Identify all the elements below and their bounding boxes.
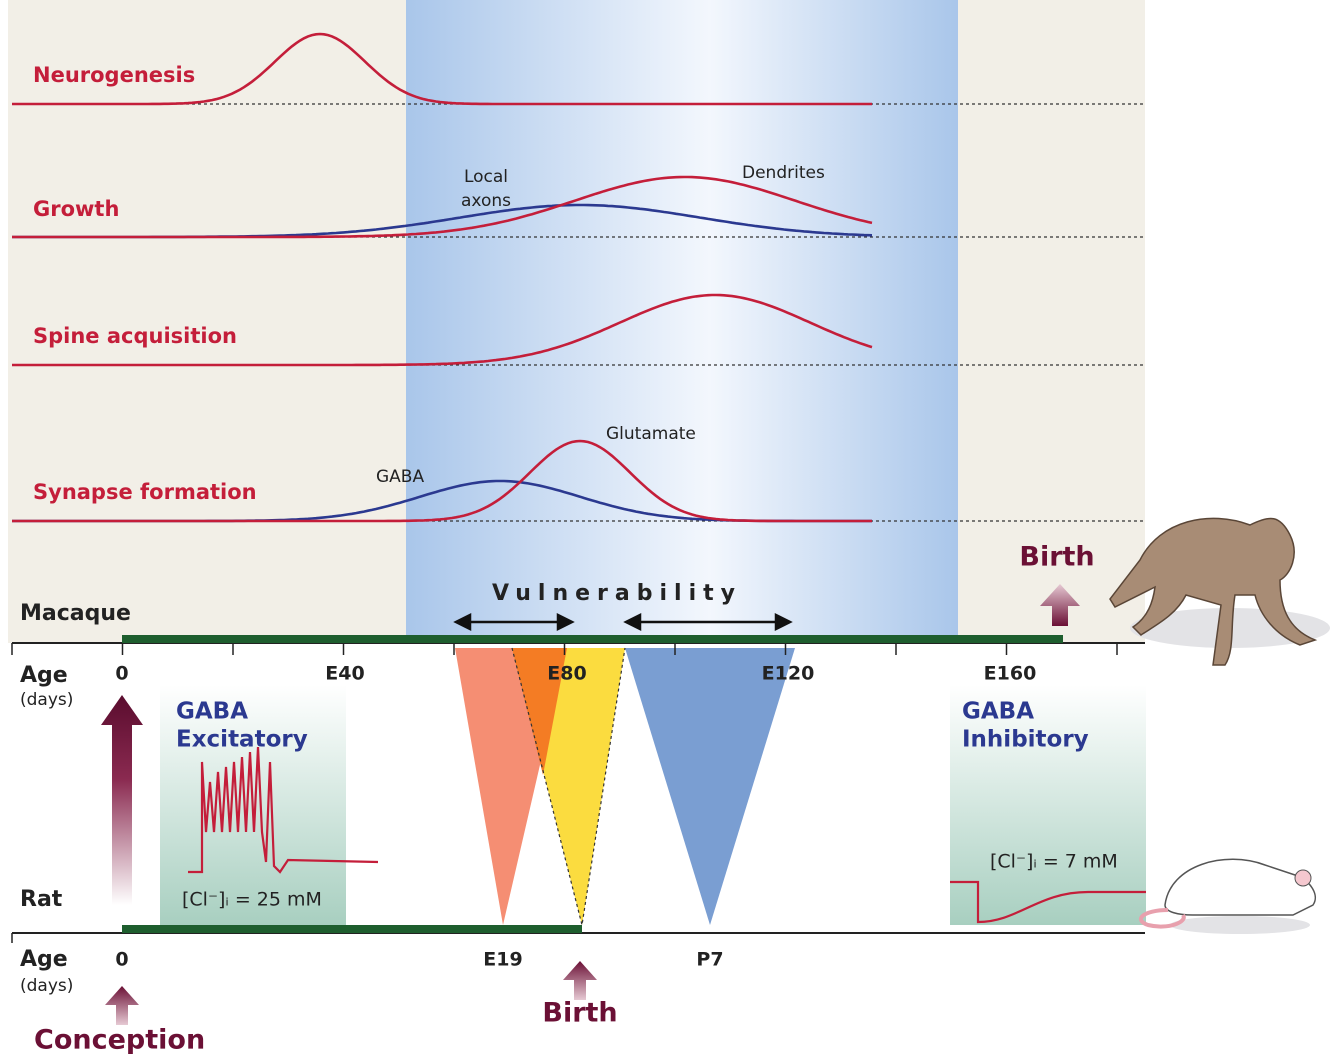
- tick-label: E40: [325, 663, 364, 685]
- box-title: GABA: [176, 699, 248, 725]
- macaque-illustration: [1109, 517, 1330, 666]
- tick-label: E80: [547, 663, 586, 685]
- curve: [12, 175, 873, 239]
- tick-label: P7: [696, 949, 723, 971]
- conception-arrow: [105, 986, 139, 1025]
- vulnerable-window: [512, 648, 567, 775]
- age-unit: (days): [20, 690, 73, 710]
- rat-bar: [122, 925, 582, 933]
- curve-label: Local: [464, 167, 508, 187]
- curve-label: GABA: [376, 467, 424, 487]
- vulnerable-window: [625, 648, 795, 925]
- species: Rat: [20, 887, 63, 912]
- curve-label: Dendrites: [742, 163, 825, 183]
- excitatory-trace: [188, 746, 379, 874]
- row-label: Growth: [33, 197, 119, 221]
- curve-label: axons: [461, 191, 511, 211]
- box-title: Inhibitory: [962, 727, 1089, 753]
- chloride: [Cl⁻]ᵢ = 7 mM: [990, 851, 1118, 873]
- curve-label: Glutamate: [606, 424, 696, 444]
- curves: [12, 32, 1145, 523]
- row-label: Synapse formation: [33, 480, 257, 504]
- box-title: Excitatory: [176, 727, 308, 753]
- gaba-inhibitory-box: [950, 685, 1146, 925]
- curve: [12, 293, 873, 367]
- row-label: Neurogenesis: [33, 63, 195, 87]
- curve: [12, 32, 872, 106]
- tick-label: 0: [115, 663, 128, 685]
- rat-illustration: [1139, 858, 1316, 934]
- conception-label: Conception: [34, 1025, 205, 1056]
- macaque-bar: [122, 635, 1063, 643]
- curve: [12, 439, 872, 523]
- birth-arrow: [563, 961, 597, 1000]
- box-title: GABA: [962, 699, 1034, 725]
- vulnerability-label: Vulnerability: [492, 581, 742, 606]
- tick-label: E19: [483, 949, 522, 971]
- chloride: [Cl⁻]ᵢ = 25 mM: [182, 889, 322, 911]
- age-label: Age: [20, 947, 68, 972]
- macaque-ticks: [11, 643, 1118, 655]
- vulnerability-band: [406, 0, 958, 635]
- inhibitory-trace: [950, 880, 1146, 924]
- tick-label: 0: [115, 949, 128, 971]
- age-unit: (days): [20, 976, 73, 996]
- tick-label: E160: [984, 663, 1037, 685]
- species: Macaque: [20, 601, 131, 626]
- birth-arrow: [1040, 584, 1080, 626]
- development-arrow: [101, 695, 143, 905]
- birth-label: Birth: [542, 998, 617, 1029]
- row-label: Spine acquisition: [33, 324, 237, 348]
- vulnerability-arrows: [453, 612, 793, 632]
- age-label: Age: [20, 663, 68, 688]
- birth-label: Birth: [1019, 542, 1094, 573]
- tick-label: E120: [762, 663, 815, 685]
